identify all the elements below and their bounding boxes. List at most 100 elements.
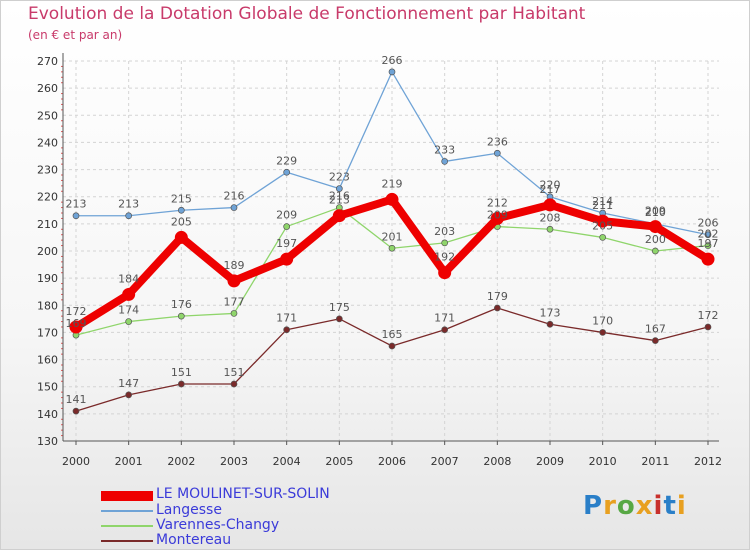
data-point bbox=[648, 220, 662, 234]
x-tick-label: 2001 bbox=[115, 455, 143, 468]
data-point bbox=[125, 212, 133, 220]
grid-layer bbox=[63, 60, 719, 442]
data-point bbox=[490, 211, 504, 225]
data-label: 208 bbox=[540, 211, 561, 224]
data-label: 266 bbox=[382, 54, 403, 67]
data-label: 203 bbox=[434, 225, 455, 238]
y-tick-label: 150 bbox=[37, 381, 58, 394]
data-label: 172 bbox=[698, 309, 719, 322]
data-point bbox=[704, 242, 712, 249]
data-label: 192 bbox=[434, 251, 455, 264]
data-point bbox=[388, 68, 396, 76]
data-label: 212 bbox=[487, 196, 508, 209]
y-tick-label: 200 bbox=[37, 245, 58, 258]
x-tick-label: 2007 bbox=[431, 455, 459, 468]
data-label: 179 bbox=[487, 290, 508, 303]
data-label: 169 bbox=[66, 317, 87, 330]
legend-swatch bbox=[101, 510, 153, 512]
data-point bbox=[125, 318, 133, 325]
data-point bbox=[493, 304, 501, 312]
data-label: 151 bbox=[171, 366, 192, 379]
data-label: 170 bbox=[592, 314, 613, 327]
data-label: 219 bbox=[382, 177, 403, 190]
legend-swatch bbox=[101, 540, 153, 542]
data-point bbox=[125, 391, 133, 399]
data-point bbox=[335, 315, 343, 323]
data-point bbox=[122, 287, 136, 301]
data-point bbox=[704, 231, 712, 239]
data-point bbox=[651, 337, 659, 344]
x-tick-label: 2003 bbox=[220, 455, 248, 468]
data-label: 205 bbox=[592, 219, 613, 232]
data-label: 173 bbox=[540, 306, 561, 319]
x-tick-label: 2008 bbox=[483, 455, 511, 468]
x-tick-label: 2010 bbox=[589, 455, 617, 468]
data-label: 172 bbox=[66, 305, 87, 318]
data-label: 151 bbox=[224, 366, 245, 379]
y-tick-label: 170 bbox=[37, 326, 58, 339]
data-point bbox=[441, 326, 449, 334]
data-point bbox=[72, 212, 80, 220]
data-point bbox=[230, 204, 238, 211]
x-tick-label: 2009 bbox=[536, 455, 564, 468]
data-label: 213 bbox=[329, 194, 350, 207]
proxiti-logo: Proxiti bbox=[583, 491, 687, 521]
data-label: 165 bbox=[382, 328, 403, 341]
data-label: 202 bbox=[698, 228, 719, 241]
data-label: 167 bbox=[645, 323, 666, 336]
data-label: 171 bbox=[276, 312, 297, 325]
data-label: 197 bbox=[698, 237, 719, 250]
data-point bbox=[283, 223, 291, 230]
logo-letter: r bbox=[603, 491, 617, 521]
y-tick-label: 140 bbox=[37, 408, 58, 421]
y-tick-label: 160 bbox=[37, 354, 58, 367]
x-tick-label: 2002 bbox=[167, 455, 195, 468]
logo-letter: i bbox=[653, 491, 664, 521]
data-point bbox=[546, 225, 554, 233]
data-point bbox=[332, 209, 346, 223]
data-point bbox=[177, 206, 185, 214]
logo-letter: o bbox=[616, 491, 636, 521]
data-label: 201 bbox=[382, 230, 403, 243]
y-tick-label: 130 bbox=[37, 435, 58, 448]
data-label: 147 bbox=[118, 377, 139, 390]
data-point bbox=[388, 244, 396, 252]
data-label: 205 bbox=[171, 215, 192, 228]
data-label: 233 bbox=[434, 143, 455, 156]
logo-letter: P bbox=[583, 491, 604, 521]
logo-letter: x bbox=[635, 491, 654, 521]
data-point bbox=[177, 312, 185, 320]
data-label: 209 bbox=[276, 209, 297, 222]
data-point bbox=[651, 247, 659, 255]
data-point bbox=[599, 234, 607, 241]
axis-layer: 130 140 150 160 170 180 190 200 210 220 230 240 250 2… bbox=[37, 53, 722, 468]
data-point bbox=[177, 380, 185, 388]
x-tick-label: 2005 bbox=[325, 455, 353, 468]
y-tick-label: 260 bbox=[37, 82, 58, 95]
data-point bbox=[704, 323, 712, 331]
data-point bbox=[388, 342, 396, 350]
y-tick-label: 240 bbox=[37, 136, 58, 149]
data-label: 216 bbox=[329, 190, 350, 203]
logo-letter: i bbox=[676, 491, 687, 521]
x-tick-label: 2004 bbox=[273, 455, 301, 468]
x-tick-label: 2006 bbox=[378, 455, 406, 468]
data-point bbox=[596, 214, 610, 228]
legend-label: Montereau bbox=[156, 532, 232, 548]
data-point bbox=[543, 198, 557, 212]
chart-subtitle: (en € et par an) bbox=[28, 28, 123, 42]
data-label: 210 bbox=[645, 206, 666, 219]
data-label: 171 bbox=[434, 312, 455, 325]
x-tick-label: 2000 bbox=[62, 455, 90, 468]
data-label: 197 bbox=[276, 237, 297, 250]
data-label: 236 bbox=[487, 135, 508, 148]
data-label: 213 bbox=[118, 198, 139, 211]
data-label: 217 bbox=[540, 183, 561, 196]
data-point bbox=[441, 239, 449, 247]
x-tick-label: 2012 bbox=[694, 455, 722, 468]
chart-title: Evolution de la Dotation Globale de Fonc… bbox=[28, 4, 586, 24]
data-point bbox=[174, 230, 188, 244]
data-point bbox=[493, 149, 501, 157]
